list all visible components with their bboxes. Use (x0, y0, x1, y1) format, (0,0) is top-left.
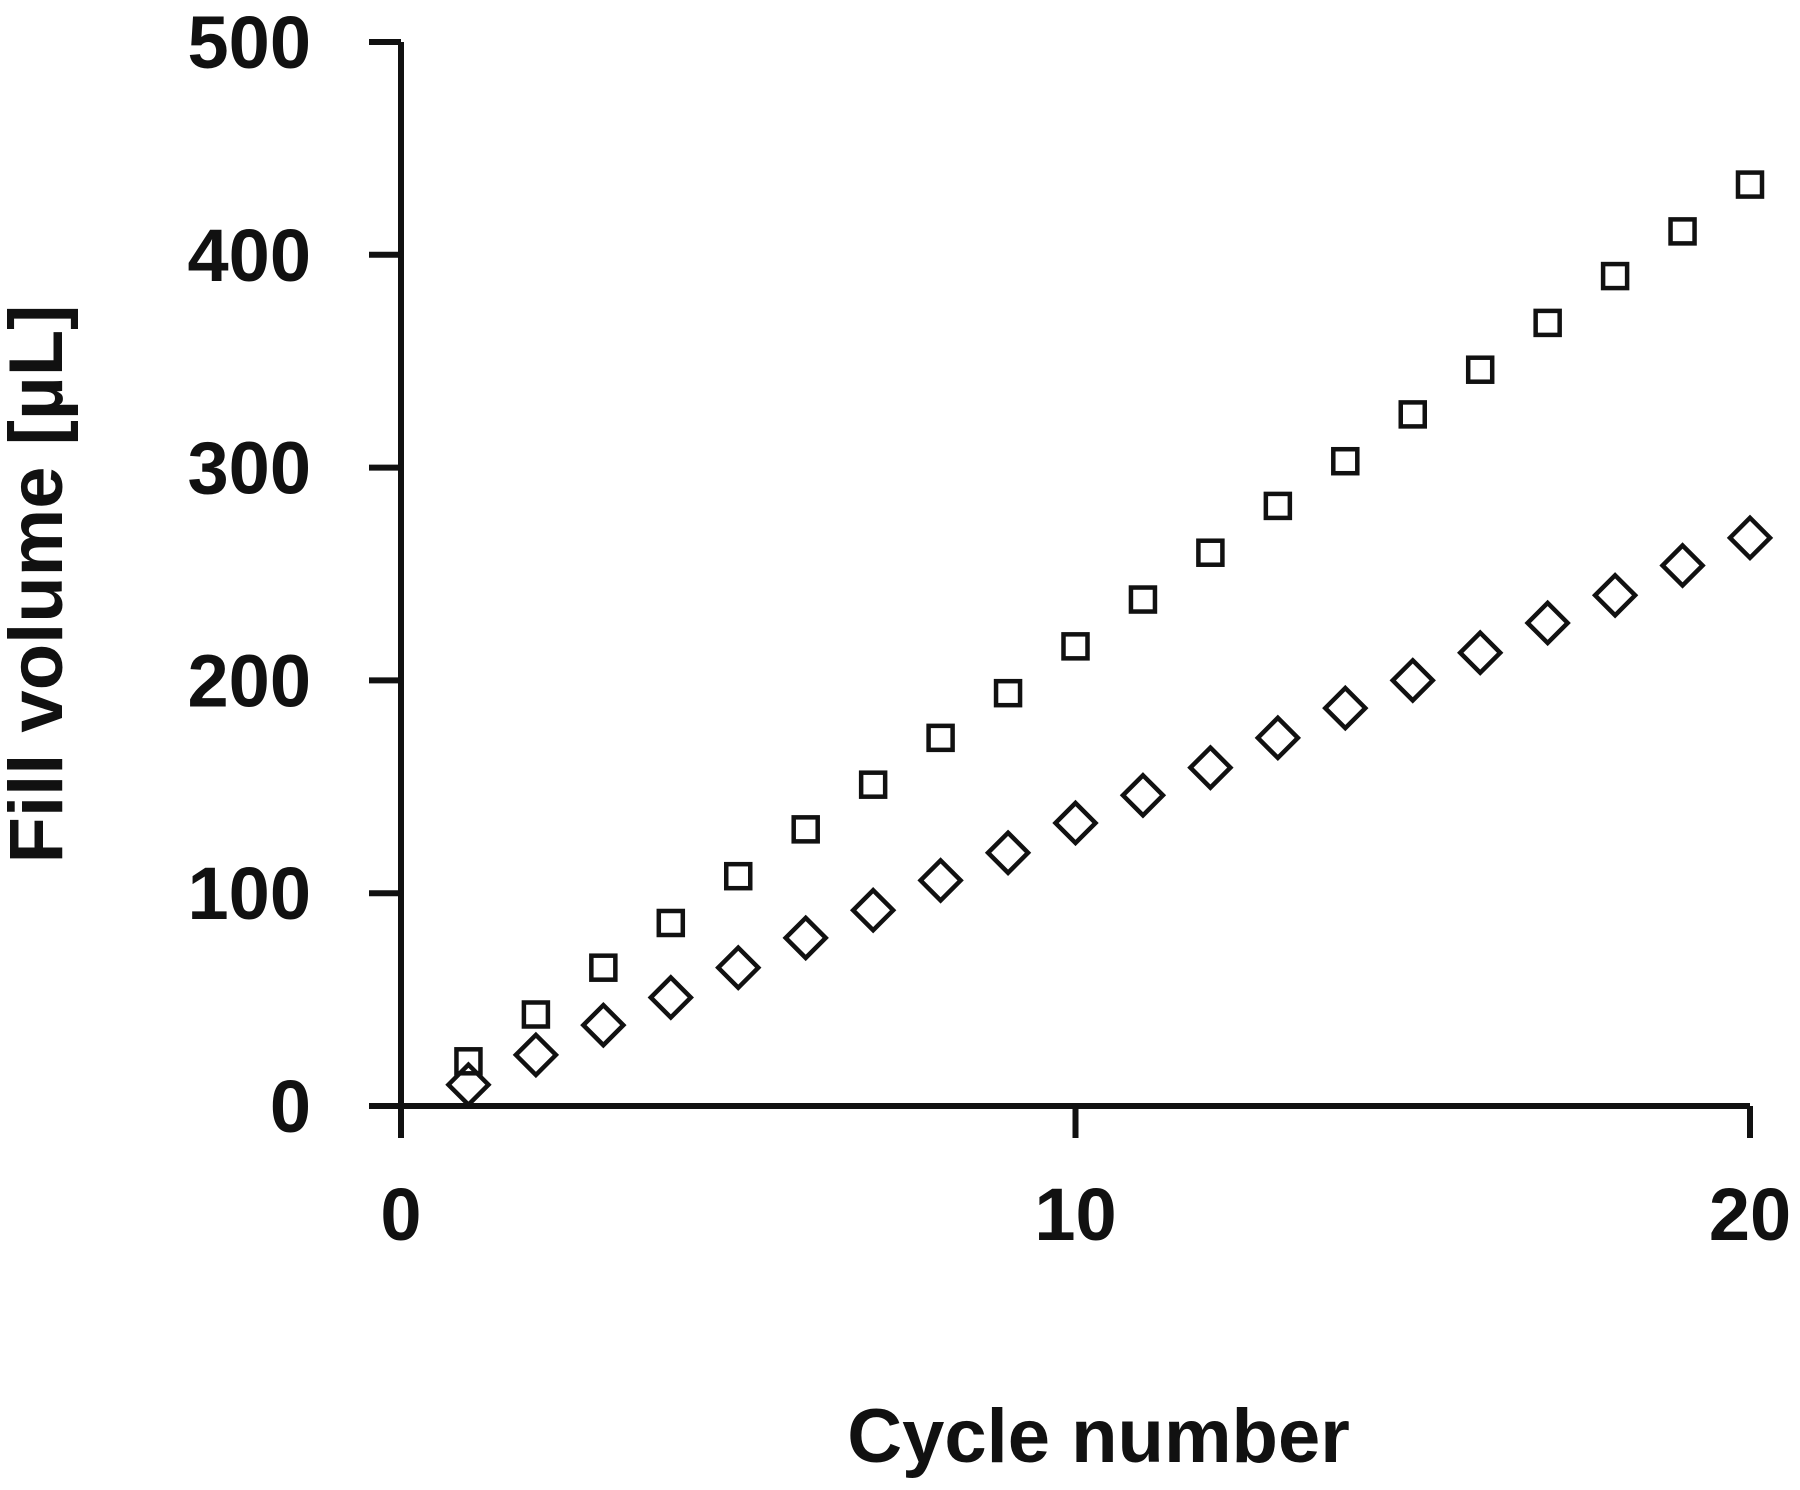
square-marker (454, 1047, 483, 1076)
diamond-marker (782, 914, 829, 962)
diamond-marker (647, 974, 694, 1021)
square-marker (791, 815, 820, 844)
square-marker (1465, 355, 1495, 384)
axes (369, 42, 1750, 1138)
series-2 (445, 514, 1774, 1108)
diamond-marker (1457, 629, 1504, 676)
diamond-marker (1052, 799, 1099, 847)
diamond-marker (715, 944, 762, 991)
square-marker (993, 678, 1023, 708)
diamond-marker (512, 1031, 560, 1079)
square-marker (1533, 308, 1562, 338)
square-marker (521, 1000, 551, 1029)
diamond-marker (1659, 542, 1706, 589)
diamond-marker (917, 857, 964, 904)
square-marker (858, 770, 888, 799)
square-marker (1398, 400, 1427, 429)
diamond-marker (849, 887, 897, 934)
y-tick-label: 500 (188, 1, 311, 84)
diamond-marker (1524, 599, 1571, 647)
y-tick-label: 0 (270, 1065, 311, 1148)
diamond-marker (1119, 772, 1167, 819)
y-tick-label: 200 (188, 639, 311, 722)
diamond-marker (1322, 684, 1369, 732)
square-marker (1196, 538, 1225, 567)
y-tick-label: 400 (188, 214, 311, 297)
square-marker (589, 953, 618, 982)
diamond-marker (1591, 572, 1639, 619)
data-markers (445, 170, 1774, 1108)
x-tick-label: 0 (380, 1173, 421, 1256)
square-marker (1600, 261, 1630, 291)
diamond-marker (1726, 514, 1774, 562)
diamond-marker (445, 1061, 492, 1108)
series-1 (454, 170, 1765, 1076)
x-tick-label: 20 (1709, 1173, 1791, 1256)
diamond-marker (1389, 657, 1436, 704)
y-tick-label: 300 (188, 427, 311, 510)
square-marker (1735, 170, 1765, 199)
diamond-marker (1187, 744, 1234, 791)
square-marker (1668, 217, 1697, 246)
square-marker (926, 723, 955, 753)
square-marker (1061, 632, 1090, 661)
tick-labels: 0 100 200 300 400 500 0 10 20 (188, 1, 1792, 1256)
x-tick-label: 10 (1034, 1173, 1116, 1256)
x-axis-label: Cycle number (847, 1394, 1350, 1479)
square-marker (656, 908, 686, 938)
y-tick-label: 100 (188, 852, 311, 935)
square-marker (1128, 585, 1158, 614)
y-axis-label: Fill volume [µL] (0, 305, 79, 864)
square-marker (1263, 491, 1293, 521)
diamond-marker (1254, 714, 1302, 762)
axis-ticks (369, 39, 1753, 1138)
square-marker (724, 861, 753, 891)
square-marker (1331, 446, 1360, 476)
diamond-marker (984, 829, 1032, 876)
diamond-marker (580, 1001, 627, 1049)
